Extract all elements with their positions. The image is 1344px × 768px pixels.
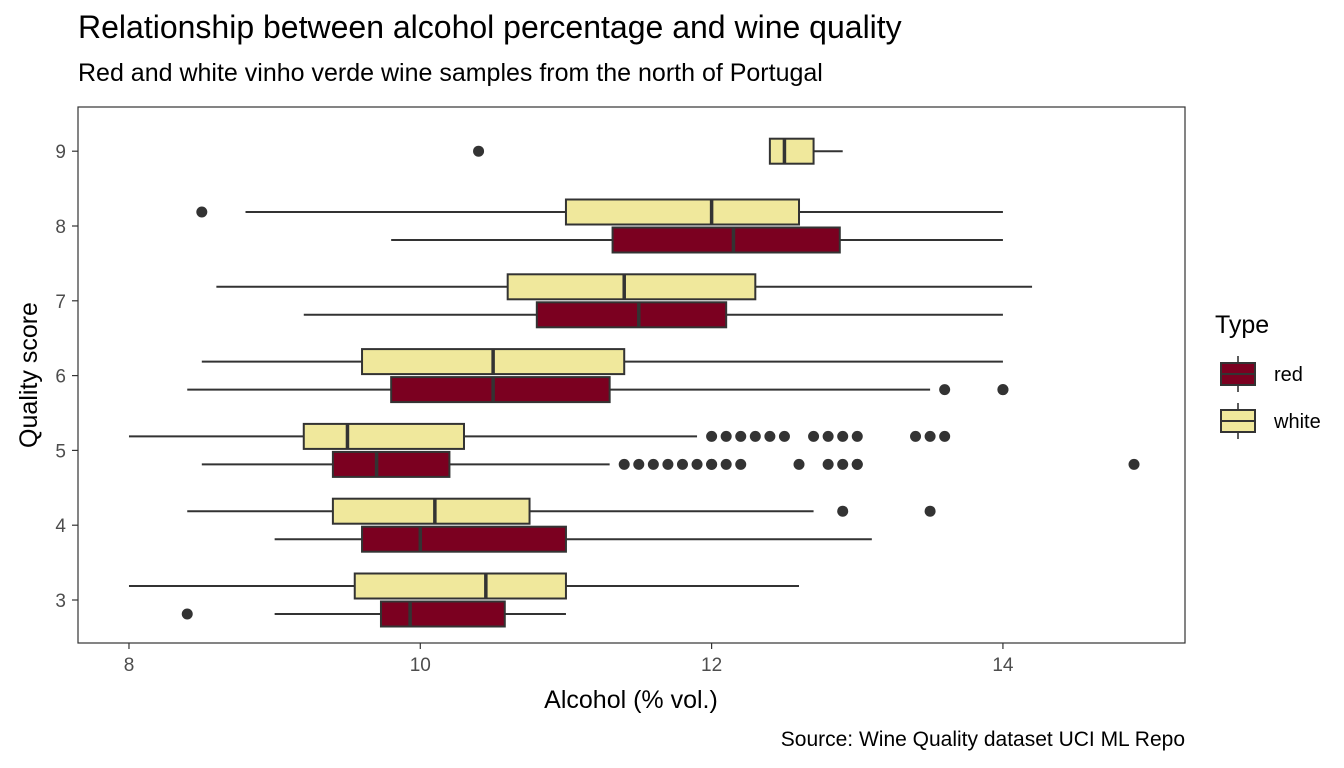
y-tick-label: 4 <box>55 516 66 537</box>
outlier-point <box>1128 458 1140 470</box>
legend-label: white <box>1273 411 1321 433</box>
outlier-point <box>837 458 849 470</box>
box-iqr <box>535 301 728 329</box>
outlier-point <box>676 458 688 470</box>
box-red-q4 <box>274 525 872 553</box>
legend: Type red white <box>1215 311 1321 439</box>
x-axis: 8 10 12 14 <box>124 643 1014 676</box>
outlier-point <box>793 458 805 470</box>
legend-item-red: red <box>1220 356 1303 392</box>
box-iqr <box>390 376 611 404</box>
x-tick-label: 8 <box>124 655 135 676</box>
y-tick-label: 5 <box>55 441 66 462</box>
outlier-point <box>837 505 849 517</box>
outlier-point <box>618 458 630 470</box>
box-white-q7 <box>216 273 1033 301</box>
box-iqr <box>361 525 567 553</box>
box-red-q8 <box>391 226 1003 254</box>
outlier-point <box>735 458 747 470</box>
boxplot-layer <box>128 137 1140 628</box>
chart-caption: Source: Wine Quality dataset UCI ML Repo <box>780 728 1185 751</box>
y-axis-title: Quality score <box>15 302 43 448</box>
box-red-q7 <box>303 301 1003 329</box>
outlier-point <box>691 458 703 470</box>
outlier-point <box>720 430 732 442</box>
outlier-point <box>851 430 863 442</box>
box-iqr <box>611 226 841 254</box>
x-axis-title: Alcohol (% vol.) <box>544 686 718 714</box>
box-white-q8 <box>196 198 1003 226</box>
outlier-point <box>647 458 659 470</box>
chart-subtitle: Red and white vinho verde wine samples f… <box>78 59 823 87</box>
outlier-point <box>939 430 951 442</box>
box-white-q6 <box>201 348 1003 376</box>
box-iqr <box>768 137 815 165</box>
outlier-point <box>822 430 834 442</box>
box-white-q4 <box>187 497 936 525</box>
outlier-point <box>662 458 674 470</box>
outlier-point <box>473 145 485 157</box>
outlier-point <box>924 430 936 442</box>
plot-panel-border <box>77 106 1186 644</box>
outlier-point <box>181 608 193 620</box>
y-tick-label: 7 <box>55 292 66 313</box>
x-tick-label: 14 <box>992 655 1014 676</box>
box-iqr <box>506 273 757 301</box>
box-iqr <box>379 600 506 628</box>
outlier-point <box>851 458 863 470</box>
outlier-point <box>706 458 718 470</box>
outlier-point <box>764 430 776 442</box>
box-iqr <box>564 198 801 226</box>
outlier-point <box>910 430 922 442</box>
y-tick-label: 8 <box>55 217 66 238</box>
x-tick-label: 10 <box>410 655 431 676</box>
box-iqr <box>353 572 567 600</box>
outlier-point <box>633 458 645 470</box>
outlier-point <box>808 430 820 442</box>
box-iqr <box>302 422 465 450</box>
outlier-point <box>822 458 834 470</box>
legend-item-white: white <box>1220 403 1321 439</box>
outlier-point <box>837 430 849 442</box>
box-white-q5 <box>128 422 951 450</box>
outlier-point <box>778 430 790 442</box>
outlier-point <box>939 384 951 396</box>
outlier-point <box>720 458 732 470</box>
outlier-point <box>706 430 718 442</box>
outlier-point <box>924 505 936 517</box>
outlier-point <box>735 430 747 442</box>
y-tick-label: 6 <box>55 367 66 388</box>
y-axis: 3 4 5 6 7 8 9 <box>55 142 78 612</box>
y-tick-label: 9 <box>55 142 66 163</box>
outlier-point <box>749 430 761 442</box>
legend-label: red <box>1274 364 1303 386</box>
box-red-q6 <box>187 376 1009 404</box>
outlier-point <box>196 206 208 218</box>
box-iqr <box>331 497 531 525</box>
x-tick-label: 12 <box>701 655 722 676</box>
y-tick-label: 3 <box>55 591 66 612</box>
outlier-point <box>997 384 1009 396</box>
box-red-q3 <box>181 600 566 628</box>
chart-title: Relationship between alcohol percentage … <box>78 9 902 45</box>
box-white-q3 <box>128 572 800 600</box>
box-iqr <box>331 450 451 478</box>
box-white-q9 <box>473 137 843 165</box>
legend-title: Type <box>1215 311 1269 339</box>
box-red-q5 <box>201 450 1140 478</box>
